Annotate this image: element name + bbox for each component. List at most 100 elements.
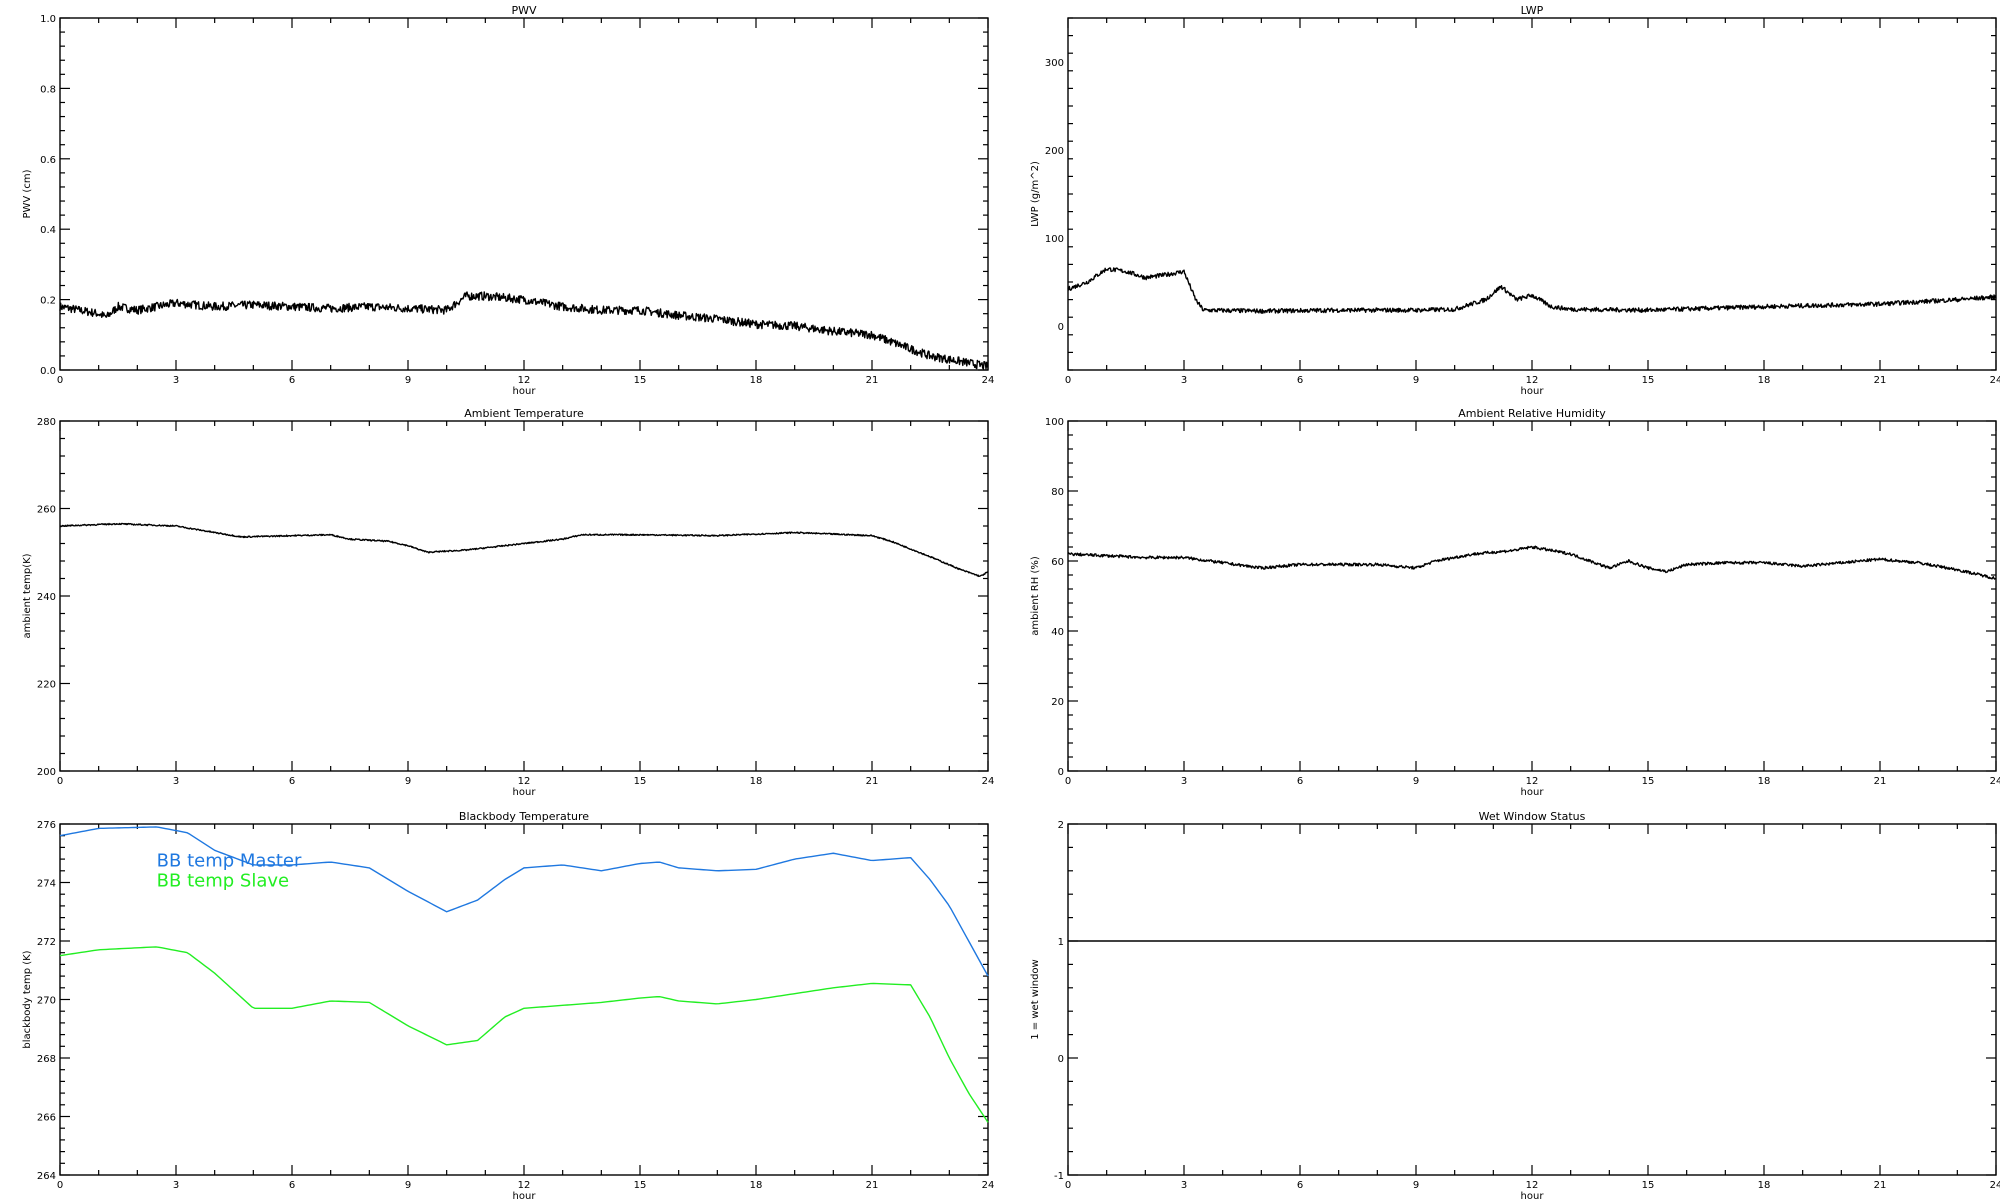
chart-pwv: PWV 0 3 6 9 12 15 18 21 24 hour 0.0 0.2 0.4 0.6 0.8 1.0 P…: [22, 4, 994, 397]
x-tick-label: 9: [1413, 1180, 1419, 1191]
plot-frame: [59, 420, 989, 772]
y-tick-label: 0.4: [40, 225, 56, 236]
chart-ambient-temperature: Ambient Temperature 0 3 6 9 12 15 18 21 24 hour 200…: [22, 407, 994, 798]
x-tick-label: 18: [750, 375, 763, 386]
y-tick-label: 1.0: [40, 14, 56, 25]
x-tick-label: 0: [57, 1180, 63, 1191]
y-tick-label: 266: [37, 1113, 56, 1124]
x-tick-label: 12: [518, 1180, 531, 1191]
x-tick-label: 18: [1758, 1180, 1771, 1191]
y-axis-label: PWV (cm): [22, 169, 33, 218]
x-axis-label: hour: [513, 386, 537, 397]
x-tick-label: 9: [405, 375, 411, 386]
chart-title: Blackbody Temperature: [459, 810, 589, 823]
x-tick-label: 6: [289, 1180, 295, 1191]
x-tick-label: 24: [1990, 776, 2000, 787]
series-line-ambient-temperature: [59, 522, 989, 578]
plot-frame: [1067, 420, 1997, 772]
series-line-lwp: [1067, 267, 1997, 314]
x-tick-label: 3: [1181, 776, 1187, 787]
series-line-ambient-relative-humidity: [1067, 545, 1997, 580]
x-tick-label: 0: [1065, 776, 1071, 787]
x-axis-label: hour: [1521, 787, 1545, 798]
x-tick-label: 18: [750, 1180, 763, 1191]
x-tick-label: 0: [57, 375, 63, 386]
x-tick-label: 3: [1181, 375, 1187, 386]
x-axis-label: hour: [513, 787, 537, 798]
x-tick-label: 24: [982, 375, 995, 386]
x-tick-label: 24: [1990, 1180, 2000, 1191]
chart-blackbody-temperature: Blackbody Temperature 0 3 6 9 12 15 18 21 24 hour 2…: [22, 810, 994, 1200]
y-tick-label: 80: [1051, 487, 1064, 498]
y-tick-label: 0.0: [40, 366, 56, 377]
x-tick-label: 24: [1990, 375, 2000, 386]
series-line-bb-temp-master: [59, 826, 989, 977]
y-tick-label: 100: [1045, 417, 1064, 428]
plot-frame: [1067, 823, 1997, 1176]
x-tick-label: 12: [518, 776, 531, 787]
chart-lwp: LWP 0 3 6 9 12 15 18 21 24 hour 0 100 200 300 LWP (g/m^…: [1030, 4, 2000, 397]
x-tick-label: 9: [405, 776, 411, 787]
x-tick-label: 0: [57, 776, 63, 787]
y-axis-label: 1 = wet window: [1030, 959, 1041, 1039]
y-tick-label: 60: [1051, 557, 1064, 568]
x-tick-label: 0: [1065, 1180, 1071, 1191]
x-axis-label: hour: [1521, 386, 1545, 397]
x-tick-label: 6: [289, 375, 295, 386]
x-tick-label: 21: [1874, 1180, 1887, 1191]
y-axis-label: LWP (g/m^2): [1030, 161, 1041, 227]
x-tick-label: 6: [1297, 776, 1303, 787]
y-tick-label: 0.6: [40, 155, 56, 166]
y-tick-label: 240: [37, 592, 56, 603]
y-tick-label: 270: [37, 996, 56, 1007]
x-tick-label: 9: [405, 1180, 411, 1191]
legend-entry: BB temp Master: [157, 850, 302, 871]
x-tick-label: 21: [1874, 776, 1887, 787]
x-tick-label: 12: [1526, 1180, 1539, 1191]
series-line-bb-temp-slave: [59, 946, 989, 1123]
y-tick-label: 260: [37, 505, 56, 516]
x-tick-label: 24: [982, 776, 995, 787]
y-tick-label: 300: [1045, 58, 1064, 69]
x-tick-label: 3: [173, 375, 179, 386]
y-tick-label: 40: [1051, 627, 1064, 638]
x-tick-label: 15: [634, 1180, 647, 1191]
x-tick-label: 3: [1181, 1180, 1187, 1191]
x-axis-label: hour: [1521, 1191, 1545, 1200]
y-tick-label: 264: [37, 1171, 56, 1182]
y-tick-label: 100: [1045, 234, 1064, 245]
x-tick-label: 12: [1526, 375, 1539, 386]
y-tick-label: 2: [1058, 820, 1064, 831]
x-tick-label: 15: [1642, 1180, 1655, 1191]
x-tick-label: 12: [1526, 776, 1539, 787]
y-tick-label: 20: [1051, 697, 1064, 708]
y-axis-label: ambient RH (%): [1030, 556, 1041, 636]
y-tick-label: 200: [37, 767, 56, 778]
y-tick-label: 0.8: [40, 84, 56, 95]
x-tick-label: 18: [1758, 776, 1771, 787]
series-line-pwv: [59, 291, 989, 370]
y-tick-label: 1: [1058, 937, 1064, 948]
x-tick-label: 15: [1642, 375, 1655, 386]
x-tick-label: 9: [1413, 776, 1419, 787]
x-tick-label: 18: [750, 776, 763, 787]
x-tick-label: 15: [634, 776, 647, 787]
y-tick-label: 274: [37, 879, 56, 890]
x-tick-label: 21: [866, 776, 879, 787]
legend-entry: BB temp Slave: [157, 870, 289, 891]
y-tick-label: 0: [1058, 767, 1064, 778]
y-tick-label: 200: [1045, 146, 1064, 157]
y-tick-label: 272: [37, 937, 56, 948]
y-tick-label: 276: [37, 820, 56, 831]
y-tick-label: 220: [37, 680, 56, 691]
y-tick-label: -1: [1054, 1171, 1064, 1182]
plot-frame: [1067, 17, 1997, 371]
x-tick-label: 3: [173, 1180, 179, 1191]
chart-title: Wet Window Status: [1479, 810, 1586, 823]
chart-ambient-relative-humidity: Ambient Relative Humidity 0 3 6 9 12 15 18 21 24 h…: [1030, 407, 2000, 798]
x-tick-label: 21: [1874, 375, 1887, 386]
chart-title: PWV: [511, 4, 537, 17]
x-tick-label: 12: [518, 375, 531, 386]
y-tick-label: 280: [37, 417, 56, 428]
